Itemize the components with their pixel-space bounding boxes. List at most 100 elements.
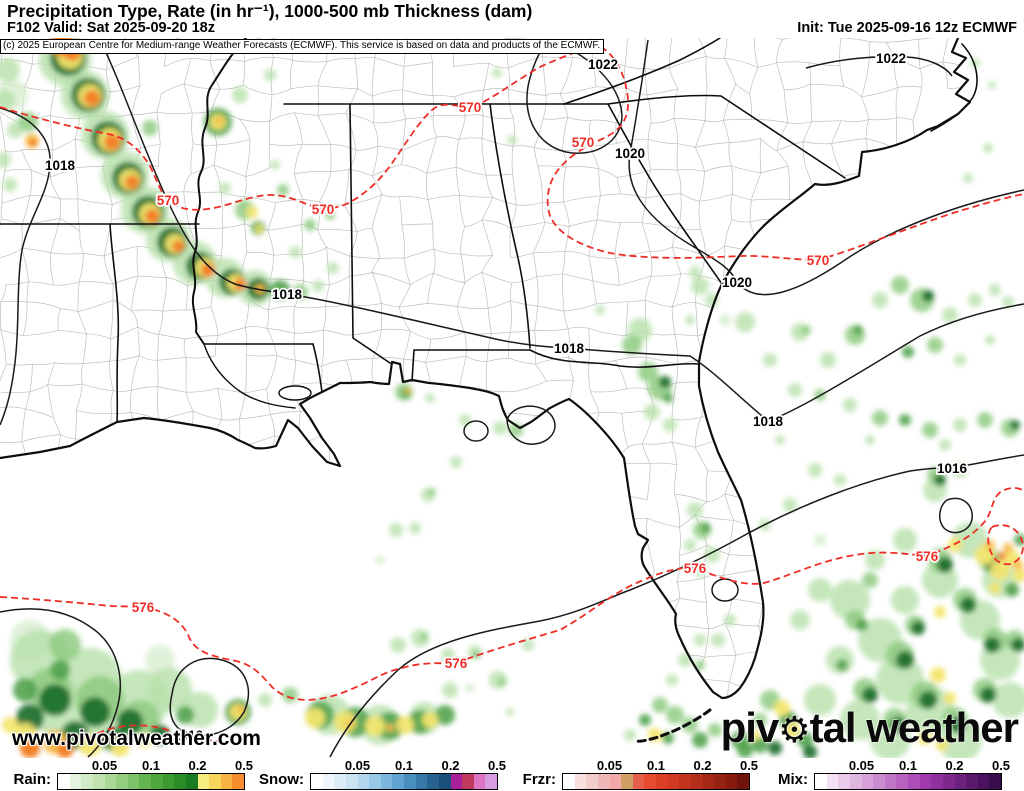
legend-label-snow: Snow:: [259, 771, 304, 788]
legend-color-cell: [197, 774, 210, 789]
svg-text:576: 576: [684, 561, 707, 576]
legend-color-cell: [415, 774, 428, 789]
svg-text:570: 570: [459, 100, 482, 115]
legend-color-cell: [174, 774, 186, 789]
legend-color-cell: [92, 774, 105, 789]
legend-tick-label: 0.5: [739, 758, 759, 773]
valid-time-label: F102 Valid: Sat 2025-09-20 18z: [7, 20, 215, 36]
legend-color-cell: [334, 774, 346, 789]
legend-tick-label: 0.05: [848, 758, 875, 773]
legend-color-cell: [127, 774, 140, 789]
page-title: Precipitation Type, Rate (in hr⁻¹), 1000…: [7, 1, 533, 21]
legend-color-cell: [151, 774, 163, 789]
legend-color-cell: [896, 774, 908, 789]
legend-color-cell: [357, 774, 370, 789]
legend-color-cell: [609, 774, 622, 789]
legend-tick-label: 0.1: [394, 758, 414, 773]
thickness-contours-red: [0, 44, 1024, 743]
legend-color-cell: [656, 774, 668, 789]
geography-borders: [0, 38, 978, 743]
legend-color-cell: [644, 774, 656, 789]
legend-color-cell: [380, 774, 393, 789]
legend-color-cell: [450, 774, 463, 789]
svg-text:1018: 1018: [45, 158, 76, 173]
legend-color-cell: [563, 774, 575, 789]
logo-text-piv: piv: [720, 704, 780, 751]
legend-label-rain: Rain:: [13, 771, 52, 788]
legend-color-cell: [81, 774, 93, 789]
contour-labels: 1018 1018 1018 1018 1020 1020 1022 1022 1016 1016…: [43, 49, 969, 744]
legend-color-cell: [849, 774, 862, 789]
legend-tick-label: 0.2: [693, 758, 712, 773]
legend-color-cell: [702, 774, 715, 789]
pivotal-weather-logo: piv⚙tal weather: [720, 704, 1019, 752]
legend-color-cell: [232, 774, 244, 789]
legend-color-cell: [185, 774, 198, 789]
legend-color-cell: [369, 774, 381, 789]
logo-text-tal-weather: tal weather: [809, 704, 1019, 751]
legend-color-cell: [714, 774, 726, 789]
legend-color-cell: [989, 774, 1001, 789]
legend-color-cell: [427, 774, 439, 789]
legend-color-cell: [977, 774, 990, 789]
svg-text:1018: 1018: [272, 287, 303, 302]
legend-color-cell: [826, 774, 839, 789]
legend-color-cell: [574, 774, 587, 789]
gear-icon: ⚙: [778, 710, 810, 751]
legend-label-mix: Mix:: [778, 771, 808, 788]
legend-color-cell: [931, 774, 943, 789]
legend-color-cell: [209, 774, 221, 789]
legend-color-cell: [942, 774, 955, 789]
black-contours: [0, 39, 1024, 758]
legend-color-cell: [220, 774, 233, 789]
watermark-url: www.pivotalweather.com: [12, 727, 261, 750]
legend-color-cell: [919, 774, 932, 789]
svg-text:1020: 1020: [615, 146, 645, 161]
legend-color-cell: [632, 774, 645, 789]
legend-tick-label: 0.1: [141, 758, 161, 773]
forecast-map: 1018 1018 1018 1018 1020 1020 1022 1022 1016 1016…: [0, 38, 1024, 758]
svg-text:1022: 1022: [876, 51, 906, 66]
svg-text:570: 570: [157, 193, 180, 208]
legend-color-cell: [116, 774, 128, 789]
svg-text:1018: 1018: [753, 414, 784, 429]
legend-color-cell: [597, 774, 610, 789]
legend-color-cell: [737, 774, 749, 789]
legend-color-cell: [954, 774, 967, 789]
legend-color-cell: [473, 774, 486, 789]
svg-text:576: 576: [445, 656, 468, 671]
legend-color-cell: [586, 774, 598, 789]
copyright-notice: (c) 2025 European Centre for Medium-rang…: [0, 39, 605, 54]
legend-color-cell: [162, 774, 175, 789]
lakes: [278, 385, 739, 602]
legend-colorbar-frzr: 0.05 0.1 0.2 0.5: [562, 758, 758, 790]
svg-text:1016: 1016: [937, 461, 968, 476]
legend-color-cell: [104, 774, 117, 789]
svg-text:1018: 1018: [554, 341, 585, 356]
legend-color-cell: [392, 774, 404, 789]
init-time-label: Init: Tue 2025-09-16 12z ECMWF: [797, 20, 1017, 36]
legend-color-cell: [667, 774, 680, 789]
svg-text:1022: 1022: [588, 57, 618, 72]
legend-tick-label: 0.05: [91, 758, 118, 773]
legend-color-cell: [69, 774, 82, 789]
legend-color-cell: [345, 774, 358, 789]
legend-label-frzr: Frzr:: [522, 771, 556, 788]
legend-colorbar-rain: 0.05 0.1 0.2 0.5: [57, 758, 253, 790]
legend-color-cell: [404, 774, 416, 789]
header: Precipitation Type, Rate (in hr⁻¹), 1000…: [0, 0, 1024, 38]
svg-text:570: 570: [312, 202, 335, 217]
svg-text:576: 576: [132, 600, 155, 615]
legend-tick-label: 0.2: [441, 758, 460, 773]
legend-colorbar-snow: 0.05 0.1 0.2 0.5: [310, 758, 506, 790]
svg-text:576: 576: [916, 549, 939, 564]
legend-tick-label: 0.5: [991, 758, 1011, 773]
legend-colorbar-mix: 0.05 0.1 0.2 0.5: [814, 758, 1010, 790]
legend-tick-label: 0.1: [898, 758, 918, 773]
legend-color-cell: [58, 774, 70, 789]
legend-tick-label: 0.1: [646, 758, 666, 773]
legend-color-cell: [462, 774, 474, 789]
svg-text:570: 570: [572, 135, 595, 150]
legend-color-cell: [861, 774, 874, 789]
